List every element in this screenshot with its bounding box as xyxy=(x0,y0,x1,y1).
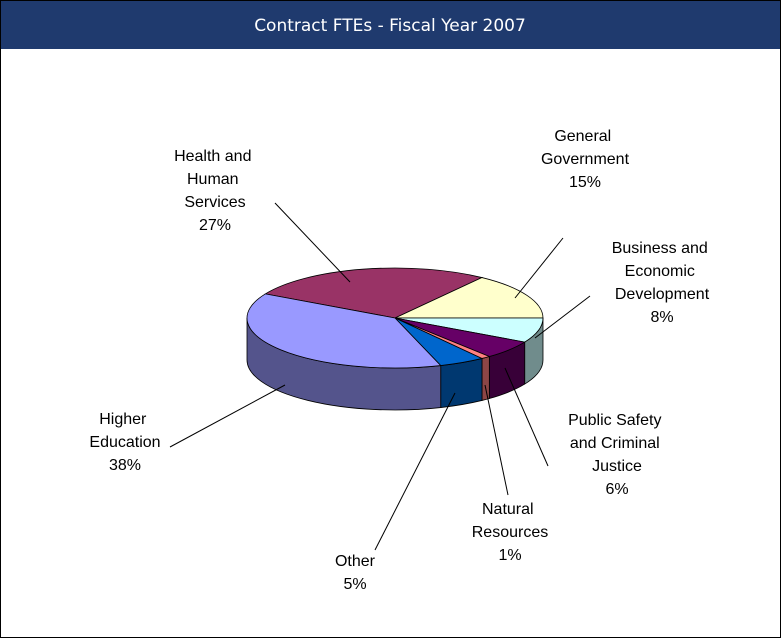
slice-side xyxy=(440,357,483,408)
category-label: Higher Education xyxy=(89,411,160,451)
labels: Health and Human Services 27% General Gove… xyxy=(89,128,712,593)
slice xyxy=(394,277,544,319)
category-label: Public Safety and Criminal Justice xyxy=(568,412,666,475)
value-label: 5% xyxy=(343,576,366,593)
category-label: General Government xyxy=(541,128,630,168)
category-label: Business and Economic Development xyxy=(612,240,713,303)
category-label: Natural Resources xyxy=(472,501,548,541)
header xyxy=(1,1,780,49)
leader-line xyxy=(504,367,549,467)
leader-line xyxy=(484,384,509,496)
category-label: Health and Human Services xyxy=(174,148,256,211)
slice xyxy=(264,267,484,319)
value-label: 1% xyxy=(498,547,521,564)
value-label: 15% xyxy=(569,174,601,191)
leader-line xyxy=(274,202,351,283)
leader-line xyxy=(514,237,564,299)
value-label: 6% xyxy=(605,481,628,498)
value-label: 8% xyxy=(650,309,673,326)
leader-line xyxy=(169,384,286,448)
category-label: Other xyxy=(335,553,376,570)
value-label: 27% xyxy=(199,217,231,234)
slice xyxy=(246,293,442,369)
chart-title: Contract FTEs - Fiscal Year 2007 xyxy=(254,16,526,36)
leader-line xyxy=(534,295,591,339)
leader-line xyxy=(374,392,456,551)
value-label: 38% xyxy=(109,457,141,474)
pie xyxy=(246,267,544,411)
slice-side xyxy=(481,355,490,401)
